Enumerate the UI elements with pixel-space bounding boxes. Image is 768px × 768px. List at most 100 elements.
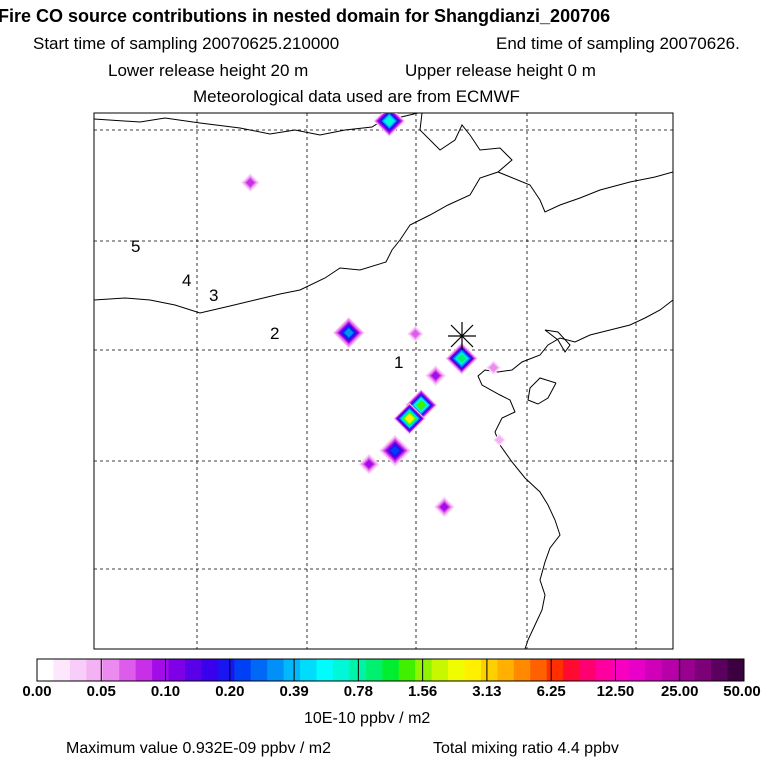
time-marker-2: 2	[270, 324, 279, 343]
border-inner	[94, 113, 513, 314]
max-value-label: Maximum value 0.932E-09 ppbv / m2	[66, 740, 332, 757]
colorbar-cell	[152, 659, 170, 681]
colorbar-cell	[102, 659, 120, 681]
plume-contour	[440, 502, 449, 512]
colorbar-cell	[678, 659, 696, 681]
plume	[393, 402, 426, 435]
time-marker-1: 1	[394, 353, 403, 372]
colorbar-cell	[168, 659, 186, 681]
plot-frame	[93, 112, 674, 650]
colorbar-units: 10E-10 ppbv / m2	[304, 710, 431, 727]
plume	[405, 389, 437, 421]
plume	[486, 360, 501, 375]
border-east	[497, 171, 673, 213]
colorbar-cell	[250, 659, 268, 681]
colorbar-cell	[365, 659, 383, 681]
colorbar-cell	[513, 659, 531, 681]
plume-contour	[411, 329, 420, 338]
colorbar-cell	[53, 659, 71, 681]
colorbar-cell	[184, 659, 202, 681]
colorbar-cell	[694, 659, 712, 681]
colorbar-tick-label: 1.56	[408, 683, 438, 700]
chart-title: Fire CO source contributions in nested d…	[0, 6, 611, 26]
colorbar-cell	[628, 659, 646, 681]
colorbar-cell	[332, 659, 350, 681]
end-time-label: End time of sampling 20070626.0	[496, 34, 768, 54]
colorbar-cell	[497, 659, 515, 681]
colorbar-cell	[448, 659, 465, 681]
colorbar-cell	[546, 659, 564, 681]
colorbar-cell	[596, 659, 613, 681]
coast-detail	[544, 329, 571, 353]
colorbar-tick-label: 12.50	[596, 683, 635, 700]
colorbar-cell	[37, 659, 54, 681]
colorbar-cell	[431, 659, 449, 681]
colorbar-tick-label: 50.00	[723, 683, 761, 700]
colorbar-cell	[530, 659, 548, 681]
colorbar-cell	[119, 659, 137, 681]
colorbar-tick-label: 0.05	[86, 683, 116, 700]
colorbar-cell	[711, 659, 729, 681]
plume	[379, 434, 411, 467]
colorbar-cell	[563, 659, 581, 681]
colorbar-tick-label: 25.00	[660, 683, 699, 700]
colorbar-cell	[201, 659, 219, 681]
plume-contour	[404, 413, 415, 424]
peninsula	[527, 377, 557, 405]
colorbar-tick-label: 0.39	[279, 683, 309, 700]
colorbar-tick-label: 0.00	[22, 683, 52, 700]
colorbar-cell	[579, 659, 597, 681]
colorbar-cell	[398, 659, 416, 681]
colorbar-frame	[36, 658, 745, 682]
plume-contour	[431, 371, 440, 380]
colorbar-tick-label: 3.13	[472, 683, 502, 700]
colorbar-cell	[69, 659, 87, 681]
plume-contour	[384, 116, 394, 126]
plume	[373, 113, 406, 137]
colorbar-cell	[645, 659, 663, 681]
time-marker-3: 3	[209, 286, 218, 305]
time-marker-5: 5	[131, 237, 140, 256]
plume	[240, 173, 260, 193]
colorbar-tick-label: 0.10	[150, 683, 181, 700]
plume-contour	[390, 446, 400, 456]
plume	[358, 453, 380, 475]
upper-release-label: Upper release height 0 m	[405, 61, 596, 80]
colorbar-cell	[300, 659, 318, 681]
total-mixing-ratio-label: Total mixing ratio 4.4 ppbv	[433, 740, 619, 757]
receptor-marker	[448, 322, 476, 350]
colorbar-cell	[480, 659, 498, 681]
plume-contour	[489, 363, 498, 372]
colorbar-cell	[464, 659, 482, 681]
colorbar-cells	[37, 659, 745, 681]
colorbar-tick-label: 0.20	[215, 683, 245, 700]
plume	[493, 433, 506, 447]
plume-contour	[416, 400, 426, 410]
plume-contour	[457, 353, 467, 364]
start-time-label: Start time of sampling 20070625.210000	[33, 34, 340, 53]
colorbar-cell	[316, 659, 334, 681]
plume-contour	[246, 178, 255, 187]
colorbar-tick-label: 6.25	[536, 683, 566, 700]
lower-release-label: Lower release height 20 m	[108, 61, 309, 80]
concentration-plumes	[240, 113, 506, 518]
colorbar-cell	[217, 659, 235, 681]
colorbar-cell	[267, 659, 285, 681]
colorbar-cell	[661, 659, 679, 681]
end-time-text: End time of sampling 20070626.	[496, 34, 740, 53]
time-marker-4: 4	[182, 271, 191, 290]
plume	[424, 364, 447, 387]
plume	[433, 496, 455, 518]
plume-contour	[344, 328, 354, 338]
colorbar-cell	[727, 659, 745, 681]
colorbar-cell	[234, 659, 252, 681]
colorbar-cell	[283, 659, 301, 681]
plume	[406, 325, 424, 343]
plume	[445, 342, 478, 375]
plume	[332, 316, 365, 349]
plume-contour	[364, 459, 374, 469]
colorbar-tick-label: 0.78	[343, 683, 373, 700]
colorbar-cell	[415, 659, 433, 681]
